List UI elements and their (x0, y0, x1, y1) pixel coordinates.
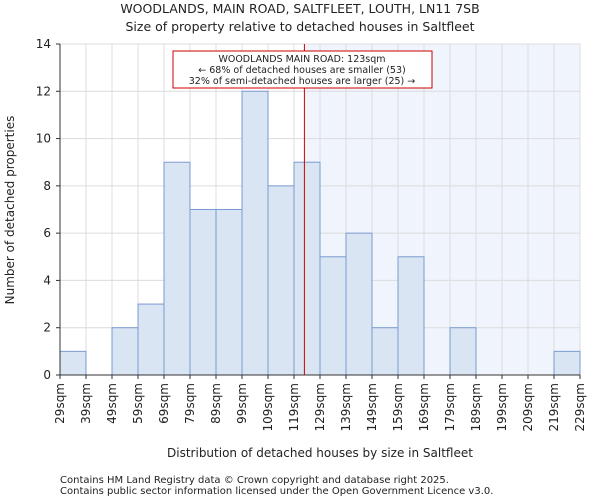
y-tick-label: 14 (36, 37, 51, 51)
x-tick-label: 139sqm (339, 383, 353, 431)
histogram-bar (345, 232, 373, 376)
y-tick-label: 12 (36, 84, 51, 98)
histogram-bar (111, 327, 139, 376)
chart-subtitle: Size of property relative to detached ho… (125, 19, 474, 34)
annotation-line-3: 32% of semi-detached houses are larger (… (189, 76, 416, 87)
annotation-box: WOODLANDS MAIN ROAD: 123sqm ← 68% of det… (172, 50, 433, 89)
histogram-bar (293, 161, 321, 376)
footer-line-2: Contains public sector information licen… (60, 486, 493, 497)
x-tick-label: 29sqm (53, 383, 67, 424)
histogram-bar (189, 209, 217, 376)
x-tick-label: 69sqm (157, 383, 171, 424)
y-tick-label: 2 (43, 321, 51, 335)
footer-line-1: Contains HM Land Registry data © Crown c… (60, 475, 449, 486)
y-tick-label: 10 (36, 132, 51, 146)
x-tick-label: 229sqm (573, 383, 587, 431)
histogram-bar (267, 185, 295, 376)
histogram-bar (241, 90, 269, 376)
x-tick-label: 109sqm (261, 383, 275, 431)
y-tick-label: 6 (43, 226, 51, 240)
x-tick-label: 129sqm (313, 383, 327, 431)
x-tick-label: 159sqm (391, 383, 405, 431)
histogram-bar (319, 256, 347, 376)
y-tick-label: 8 (43, 179, 51, 193)
chart-title: WOODLANDS, MAIN ROAD, SALTFLEET, LOUTH, … (120, 1, 479, 16)
annotation-line-1: WOODLANDS MAIN ROAD: 123sqm (218, 54, 385, 65)
x-tick-label: 199sqm (495, 383, 509, 431)
x-tick-label: 149sqm (365, 383, 379, 431)
y-tick-label: 0 (43, 368, 51, 382)
x-tick-label: 219sqm (547, 383, 561, 431)
histogram-bar (397, 256, 425, 376)
x-tick-label: 49sqm (105, 383, 119, 424)
x-tick-label: 119sqm (287, 383, 301, 431)
x-tick-label: 99sqm (235, 383, 249, 424)
histogram-bar (163, 161, 191, 376)
x-tick-label: 89sqm (209, 383, 223, 424)
histogram-bar (553, 350, 581, 376)
histogram-bar (215, 209, 243, 376)
histogram-bar (59, 350, 87, 376)
x-tick-label: 209sqm (521, 383, 535, 431)
histogram-bar (137, 303, 165, 376)
histogram-bar (449, 327, 477, 376)
x-tick-label: 169sqm (417, 383, 431, 431)
x-tick-label: 59sqm (131, 383, 145, 424)
x-tick-label: 79sqm (183, 383, 197, 424)
y-axis-label: Number of detached properties (3, 116, 17, 305)
histogram-bar (371, 327, 399, 376)
y-tick-label: 4 (43, 273, 51, 287)
x-tick-label: 189sqm (469, 383, 483, 431)
x-axis-label: Distribution of detached houses by size … (167, 446, 473, 460)
x-tick-label: 179sqm (443, 383, 457, 431)
annotation-line-2: ← 68% of detached houses are smaller (53… (198, 65, 405, 76)
x-tick-label: 39sqm (79, 383, 93, 424)
